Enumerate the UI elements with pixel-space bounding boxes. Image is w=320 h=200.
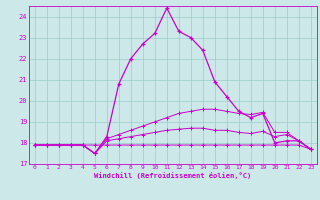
X-axis label: Windchill (Refroidissement éolien,°C): Windchill (Refroidissement éolien,°C) [94,172,252,179]
